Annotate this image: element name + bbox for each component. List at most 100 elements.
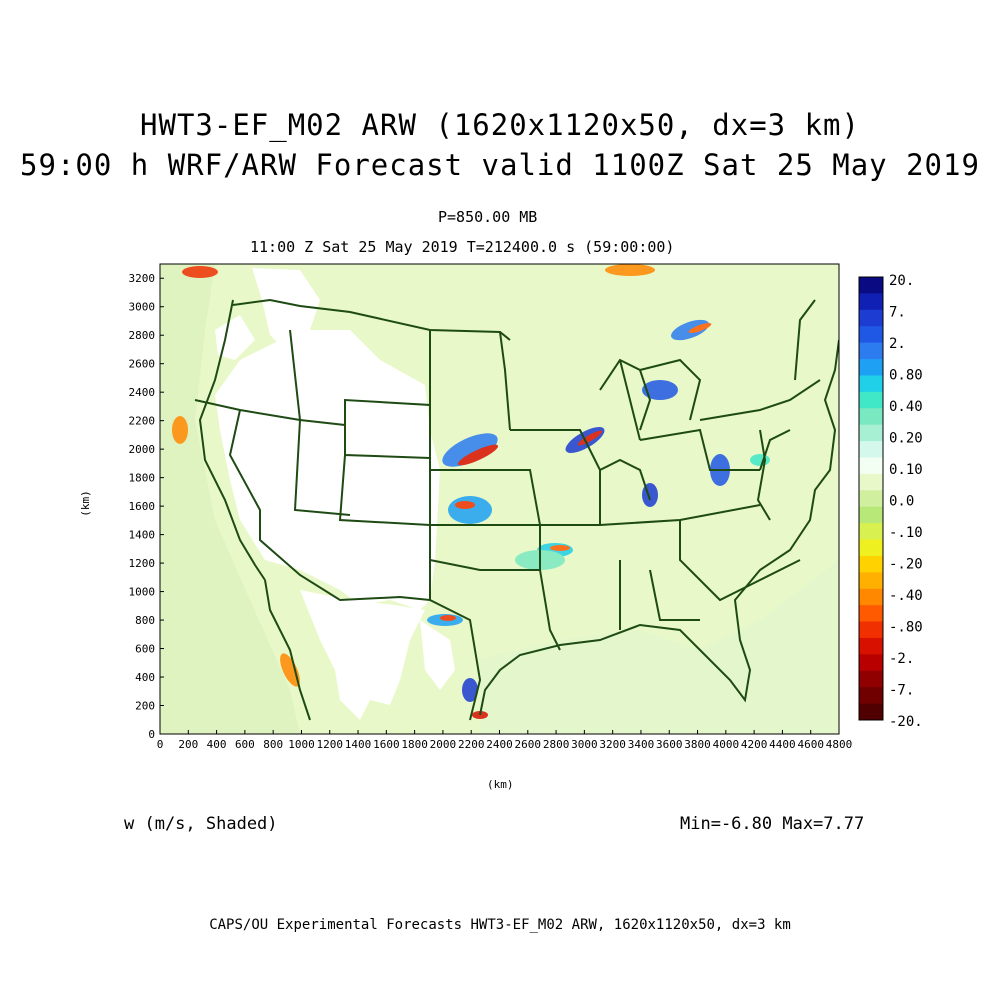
title-line-1: HWT3-EF_M02 ARW (1620x1120x50, dx=3 km) xyxy=(140,108,860,142)
gulf-atlantic-area xyxy=(480,560,839,734)
title-line-2: 59:00 h WRF/ARW Forecast valid 1100Z Sat… xyxy=(20,148,980,182)
colorbar-label: -20. xyxy=(889,714,923,730)
colorbar-swatch xyxy=(859,441,883,458)
y-tick-label: 800 xyxy=(135,614,155,627)
x-tick-label: 0 xyxy=(157,738,164,751)
coastlines xyxy=(198,299,839,721)
colorbar-label: -2. xyxy=(889,651,914,667)
x-axis-ticks: 0 200 400 600 800 1000 1200 1400 1600 1800 2000 220… xyxy=(157,730,853,751)
x-tick-label: 1800 xyxy=(401,738,428,751)
colorbar-swatch xyxy=(859,277,883,294)
y-tick-label: 2200 xyxy=(129,415,156,428)
footer-credit: CAPS/OU Experimental Forecasts HWT3-EF_M… xyxy=(209,917,791,933)
x-tick-label: 3200 xyxy=(599,738,626,751)
y-tick-label: 1000 xyxy=(129,586,156,599)
min-max-label: Min=-6.80 Max=7.77 xyxy=(680,814,865,834)
colorbar-swatch xyxy=(859,523,883,541)
pressure-level-label: P=850.00 MB xyxy=(438,208,538,226)
colorbar-label: -.10 xyxy=(889,525,923,541)
colorbar: 20. 7. 2. 0.80 0.40 0.20 0.10 0.0 -.10 -.20 -.40 -.… xyxy=(858,273,923,730)
state-boundaries xyxy=(194,298,821,721)
colorbar-swatch xyxy=(859,703,883,721)
y-tick-label: 1400 xyxy=(129,529,156,542)
x-tick-label: 3000 xyxy=(571,738,598,751)
colorbar-label: 2. xyxy=(889,336,906,352)
colorbar-swatch xyxy=(859,555,883,573)
x-tick-label: 2600 xyxy=(515,738,542,751)
colorbar-label: 7. xyxy=(889,304,906,320)
colorbar-swatch xyxy=(859,408,883,426)
x-tick-label: 4200 xyxy=(741,738,768,751)
y-axis-ticks: 0 200 400 600 800 1000 1200 1400 1600 1800 2000 220… xyxy=(129,272,164,741)
colorbar-swatch xyxy=(859,605,883,623)
x-tick-label: 1200 xyxy=(317,738,344,751)
x-tick-label: 1600 xyxy=(373,738,400,751)
colorbar-swatch xyxy=(859,309,883,327)
colorbar-label: 0.10 xyxy=(889,462,923,478)
colorbar-label: -.20 xyxy=(889,556,923,572)
y-tick-label: 3000 xyxy=(129,301,156,314)
x-tick-label: 400 xyxy=(207,738,227,751)
y-tick-label: 2800 xyxy=(129,329,156,342)
x-tick-label: 1000 xyxy=(288,738,315,751)
x-tick-label: 4400 xyxy=(769,738,796,751)
colorbar-swatch xyxy=(859,572,883,590)
colorbar-label: 0.0 xyxy=(889,493,914,509)
colorbar-label: -.40 xyxy=(889,588,923,604)
y-tick-label: 0 xyxy=(148,728,155,741)
colorbar-swatch xyxy=(859,621,883,639)
x-axis-label: (km) xyxy=(487,778,514,791)
colorbar-swatch xyxy=(859,359,883,376)
colorbar-swatch xyxy=(859,293,883,311)
x-tick-label: 600 xyxy=(235,738,255,751)
colorbar-swatch xyxy=(859,391,883,409)
y-tick-label: 1200 xyxy=(129,557,156,570)
x-tick-label: 200 xyxy=(178,738,198,751)
y-axis-label: (km) xyxy=(78,490,92,517)
y-tick-label: 400 xyxy=(135,671,155,684)
x-tick-label: 1400 xyxy=(345,738,372,751)
colorbar-swatch xyxy=(859,342,883,360)
y-tick-label: 1800 xyxy=(129,472,156,485)
x-tick-label: 3400 xyxy=(628,738,655,751)
y-tick-label: 2000 xyxy=(129,443,156,456)
colorbar-swatch xyxy=(859,588,883,606)
colorbar-swatch xyxy=(859,490,883,508)
pacific-ocean-area xyxy=(160,264,300,734)
x-tick-label: 2800 xyxy=(543,738,570,751)
x-tick-label: 3800 xyxy=(684,738,711,751)
colorbar-swatch xyxy=(859,687,883,705)
colorbar-label: 0.20 xyxy=(889,430,923,446)
colorbar-swatch xyxy=(859,473,883,491)
x-tick-label: 4000 xyxy=(713,738,740,751)
valid-time-label: 11:00 Z Sat 25 May 2019 T=212400.0 s (59… xyxy=(250,238,675,256)
x-tick-label: 2200 xyxy=(458,738,485,751)
colorbar-swatch xyxy=(859,637,883,655)
y-tick-label: 2600 xyxy=(129,358,156,371)
field-label: w (m/s, Shaded) xyxy=(124,814,278,834)
colorbar-swatch xyxy=(859,326,883,344)
x-tick-label: 3600 xyxy=(656,738,683,751)
x-tick-label: 2400 xyxy=(486,738,513,751)
colorbar-label: 0.40 xyxy=(889,399,923,415)
y-tick-label: 600 xyxy=(135,643,155,656)
vertical-velocity-features xyxy=(172,264,770,719)
colorbar-label: -.80 xyxy=(889,619,923,635)
colorbar-swatch xyxy=(859,375,883,393)
colorbar-swatch xyxy=(859,506,883,524)
x-tick-label: 4600 xyxy=(797,738,824,751)
colorbar-label: -7. xyxy=(889,682,914,698)
colorbar-swatch xyxy=(859,457,883,475)
y-tick-label: 3200 xyxy=(129,272,156,285)
colorbar-label: 0.80 xyxy=(889,367,923,383)
y-tick-label: 2400 xyxy=(129,386,156,399)
colorbar-swatch xyxy=(859,424,883,442)
colorbar-frame xyxy=(858,276,884,721)
colorbar-swatch xyxy=(859,670,883,688)
colorbar-swatch xyxy=(859,654,883,672)
x-tick-label: 4800 xyxy=(826,738,853,751)
x-tick-label: 800 xyxy=(263,738,283,751)
colorbar-swatch xyxy=(859,539,883,557)
y-tick-label: 1600 xyxy=(129,500,156,513)
